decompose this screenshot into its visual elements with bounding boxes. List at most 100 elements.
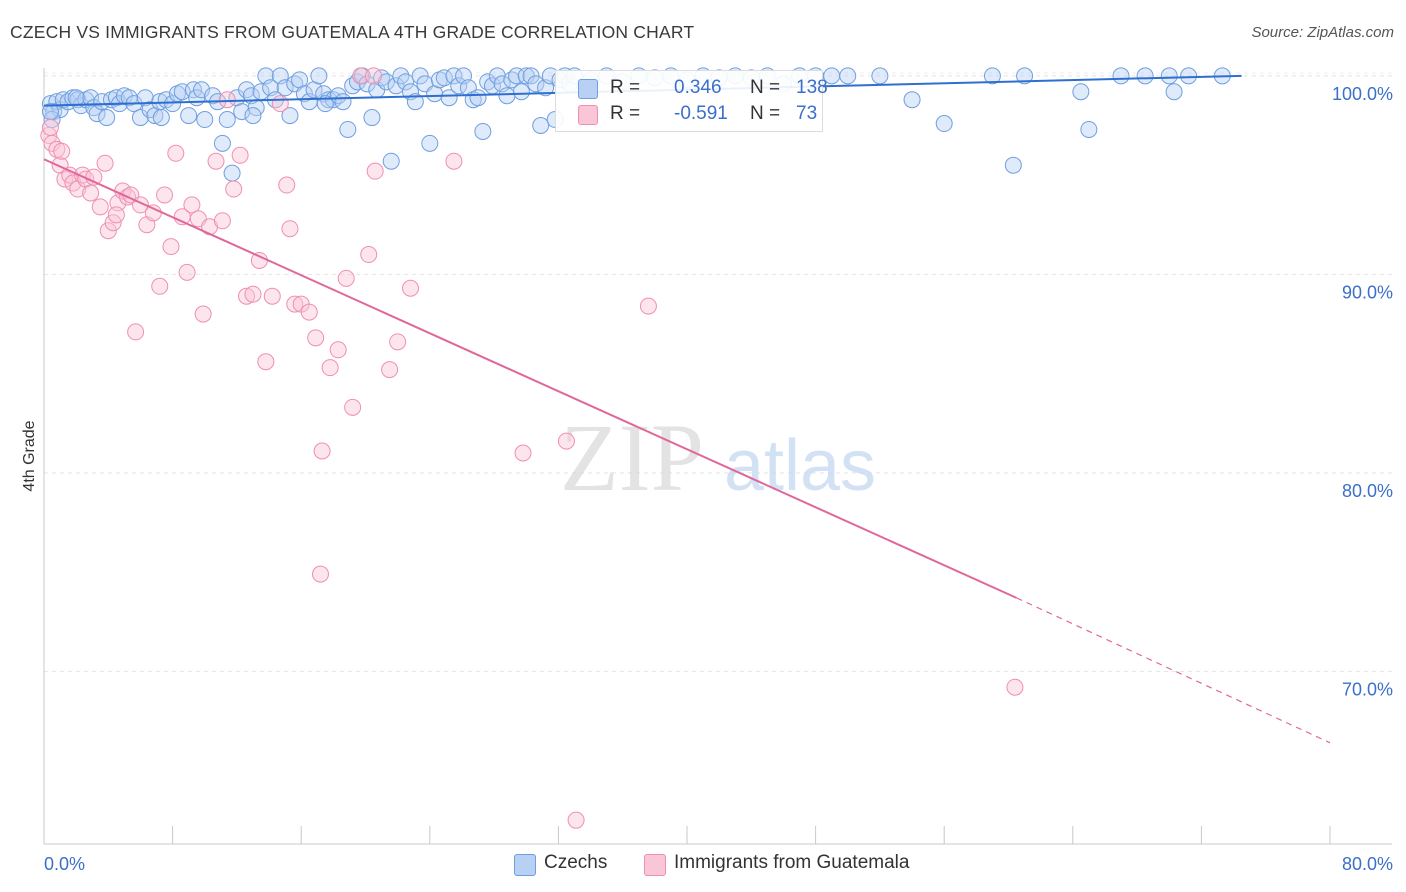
guatemala-point [639,297,657,315]
watermark: ZIP atlas [560,404,876,511]
czech-point [421,134,439,152]
czech-point [527,75,545,93]
czech-point [295,85,313,103]
czech-point [532,116,550,134]
guatemala-point [167,144,185,162]
czech-point [397,73,415,91]
y-tick-label: 80.0% [1342,481,1393,501]
guatemala-point [329,341,347,359]
chart-title: CZECH VS IMMIGRANTS FROM GUATEMALA 4TH G… [10,22,695,42]
guatemala-point [91,198,109,216]
czech-point [196,111,214,129]
czech-point [445,67,463,85]
guatemala-point [344,398,362,416]
y-tick-label: 70.0% [1342,679,1393,699]
guatemala-point [286,295,304,313]
guatemala-points [40,67,1024,829]
stats-legend: R = 0.346 N = 138 R = -0.591 N = 73 [555,70,828,132]
czech-point [334,93,352,111]
czech-point [193,81,211,99]
legend-r-label: R = [610,103,641,124]
czech-point [152,109,170,127]
guatemala-point [389,333,407,351]
guatemala-point [1006,678,1024,696]
czech-point [903,91,921,109]
guatemala-point [183,196,201,214]
guatemala-point [107,206,125,224]
czech-point [474,122,492,140]
guatemala-point [207,152,225,170]
czechs-swatch [578,79,598,99]
guatemala-point [321,359,339,377]
guatemala-point [313,442,331,460]
chart-source: Source: ZipAtlas.com [1251,24,1394,41]
guatemala-point [514,444,532,462]
czech-point [1016,67,1034,85]
czech-point [440,89,458,107]
watermark-atlas: atlas [724,426,876,506]
legend-r-value-guatemala: -0.591 [674,103,728,124]
legend-n-value-czechs: 138 [796,77,828,98]
guatemala-point [300,303,318,321]
guatemala-swatch [578,105,598,125]
czech-point [406,93,424,111]
legend-n-label: N = [750,103,781,124]
guatemala-point [156,186,174,204]
guatemala-point [365,67,383,85]
czech-point [839,67,857,85]
czech-point [82,89,100,107]
legend-n-label: N = [750,77,781,98]
guatemala-point [162,238,180,256]
guatemala-point [281,220,299,238]
czech-point [223,164,241,182]
guatemala-point [231,146,249,164]
guatemala-point [41,118,59,136]
guatemala-point [225,180,243,198]
guatemala-point [263,287,281,305]
guatemala-point [178,263,196,281]
guatemala-point [307,329,325,347]
guatemala-trend-extension [1016,597,1331,744]
czech-point [1112,67,1130,85]
czech-point [1080,120,1098,138]
czech-point [469,89,487,107]
czechs-legend-swatch [514,854,536,876]
x-tick-label: 0.0% [44,854,85,874]
guatemala-point [127,323,145,341]
czech-point [339,120,357,138]
guatemala-point [218,91,236,109]
series-legend: Czechs Immigrants from Guatemala [0,852,1406,878]
czech-point [98,109,116,127]
guatemala-point [238,287,256,305]
guatemala-point [352,67,370,85]
czech-point [213,134,231,152]
czechs-legend-label: Czechs [544,852,608,873]
czech-point [281,107,299,125]
guatemala-point [244,285,262,303]
czech-point [218,111,236,129]
guatemala-legend-swatch [644,854,666,876]
czech-point [244,107,262,125]
grid-lines [44,72,1392,672]
czech-point [180,107,198,125]
guatemala-point [99,222,117,240]
guatemala-point [381,361,399,379]
guatemala-point [278,176,296,194]
y-axis-label: 4th Grade [21,420,38,491]
x-tick-label: 80.0% [1342,854,1393,874]
guatemala-point [337,269,355,287]
guatemala-point [96,154,114,172]
guatemala-point [213,212,231,230]
guatemala-point [151,277,169,295]
czech-point [935,115,953,133]
legend-r-label: R = [610,77,641,98]
czech-point [1072,83,1090,101]
guatemala-point [567,811,585,829]
guatemala-point [271,95,289,113]
czech-point [382,152,400,170]
guatemala-point [445,152,463,170]
czech-point [411,67,429,85]
guatemala-point [366,162,384,180]
guatemala-point [53,142,71,160]
czech-point [1004,156,1022,174]
